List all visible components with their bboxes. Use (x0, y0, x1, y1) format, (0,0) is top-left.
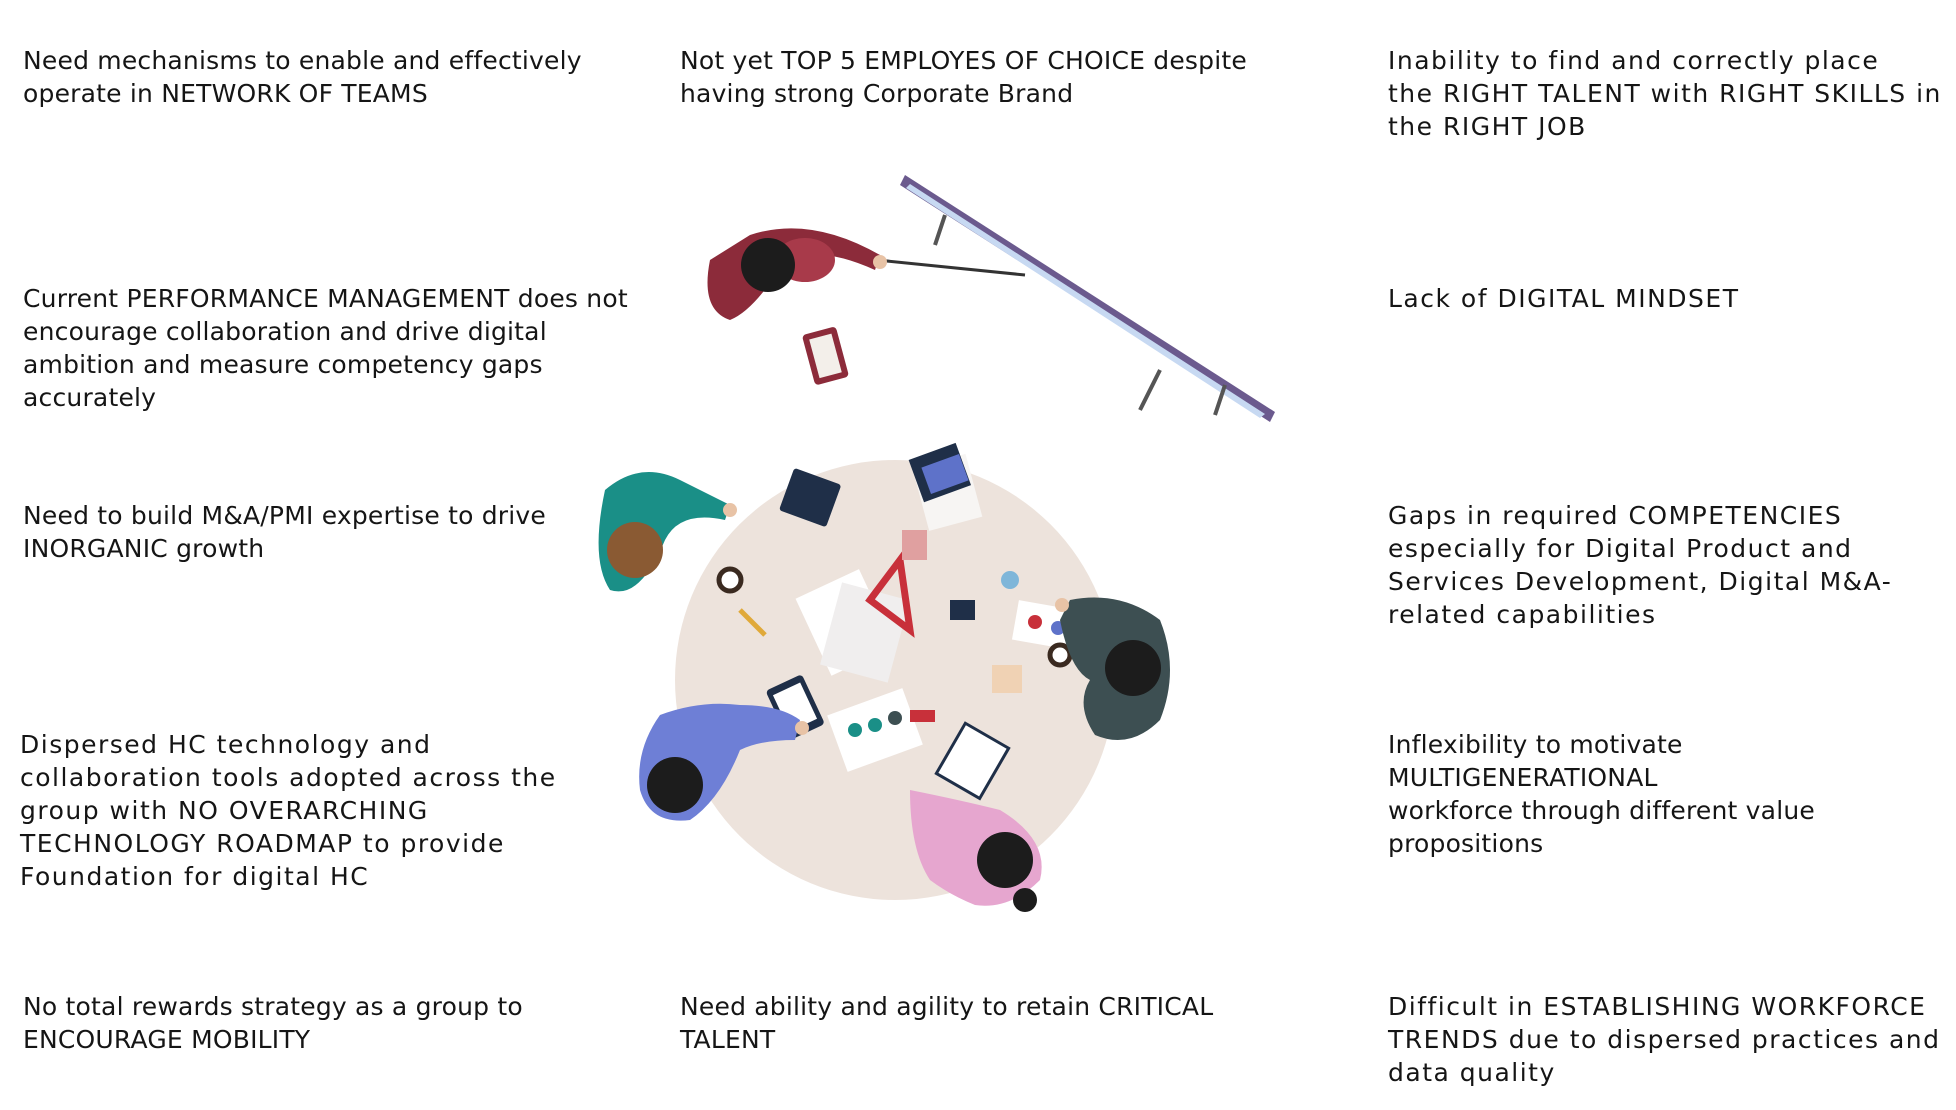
issue-critical-talent: Need ability and agility to retain CRITI… (680, 992, 1214, 1054)
issue-performance-management: Current PERFORMANCE MANAGEMENT does not … (23, 284, 628, 412)
person-pink-icon (910, 790, 1042, 912)
issue-competencies: Gaps in required COMPETENCIES especially… (1388, 501, 1893, 629)
whiteboard-icon (900, 175, 1275, 422)
issue-total-rewards: No total rewards strategy as a group to … (23, 992, 523, 1054)
team-meeting-table-icon (598, 175, 1275, 912)
issue-hc-technology: Dispersed HC technology and collaboratio… (20, 730, 557, 891)
person-teal-icon (598, 472, 737, 592)
issue-right-talent: Inability to find and correctly place th… (1388, 46, 1942, 141)
issue-employer-of-choice: Not yet TOP 5 EMPLOYES OF CHOICE despite… (680, 46, 1247, 108)
presenter-icon (707, 228, 1026, 385)
issue-network-of-teams: Need mechanisms to enable and effectivel… (23, 46, 582, 108)
person-blue-icon (639, 703, 809, 821)
issue-workforce-trends: Difficult in ESTABLISHING WORKFORCE TREN… (1388, 992, 1941, 1087)
meeting-table (675, 460, 1115, 900)
issue-inorganic-growth: Need to build M&A/PMI expertise to drive… (23, 501, 546, 563)
table-documents-icon (716, 442, 1079, 801)
issue-multigenerational: Inflexibility to motivate MULTIGENERATIO… (1388, 730, 1815, 858)
person-slate-icon (1055, 597, 1170, 740)
issue-digital-mindset: Lack of DIGITAL MINDSET (1388, 284, 1740, 313)
